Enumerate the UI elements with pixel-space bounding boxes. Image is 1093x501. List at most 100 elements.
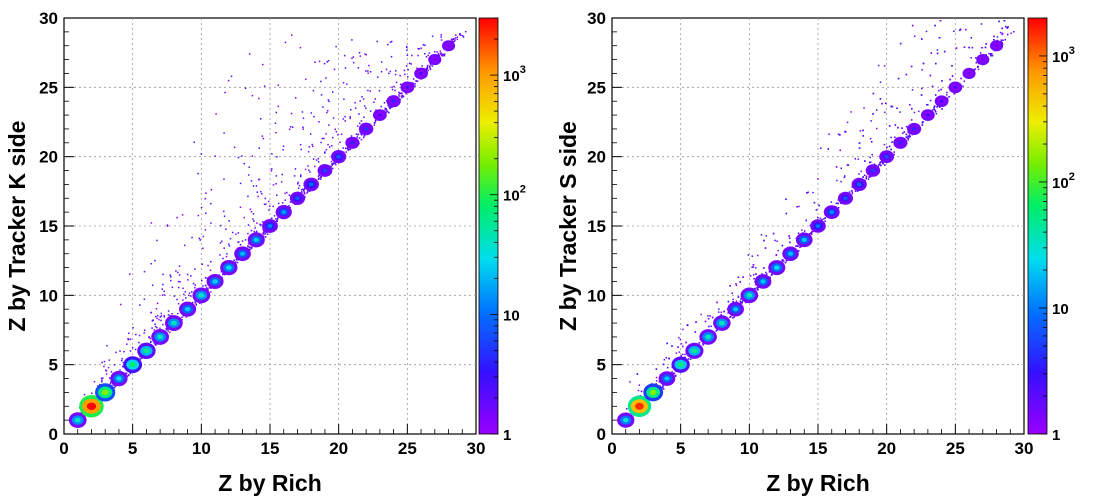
charge-peak (79, 395, 104, 418)
x-tick-label: 15 (809, 439, 828, 458)
heat-point (178, 274, 181, 276)
heat-point (275, 218, 277, 220)
charge-peak (441, 40, 456, 52)
heat-point (899, 111, 901, 113)
heat-point (424, 44, 426, 47)
heat-point (354, 101, 356, 104)
heat-point (119, 369, 121, 371)
heat-point (456, 38, 459, 41)
heat-point (865, 175, 868, 177)
heat-point (261, 192, 263, 195)
heat-point (807, 191, 809, 193)
charge-peak (373, 109, 387, 121)
x-tick-label: 25 (946, 439, 965, 458)
heat-point (733, 316, 735, 318)
heat-point (326, 109, 329, 112)
x-tick-label: 20 (877, 439, 896, 458)
heat-point (788, 237, 791, 239)
y-tick-label: 15 (39, 217, 58, 236)
heat-point (655, 376, 658, 379)
heat-point (913, 35, 916, 38)
heat-point (753, 277, 755, 280)
heat-point (248, 166, 251, 168)
heat-point (872, 113, 874, 115)
heat-point (941, 80, 943, 82)
heat-point (374, 120, 377, 123)
heat-point (155, 308, 158, 310)
heat-point (850, 111, 852, 113)
heat-point (311, 143, 313, 146)
heat-point (202, 247, 204, 250)
heat-point (342, 82, 345, 84)
heat-point (996, 36, 999, 38)
heat-point (291, 34, 293, 36)
heat-point (156, 302, 159, 305)
heat-point (358, 52, 361, 54)
heat-point (872, 92, 875, 95)
heat-point (907, 139, 909, 141)
peak-core (129, 362, 136, 368)
heat-point (201, 263, 204, 265)
heat-point (412, 82, 414, 84)
heat-point (939, 19, 942, 22)
heat-point (839, 134, 841, 136)
colorbar: 1 10 102 103 (478, 17, 526, 444)
heat-point (884, 111, 886, 114)
heat-point (933, 106, 935, 109)
charge-peak (989, 40, 1004, 52)
heat-point (384, 109, 386, 111)
heat-point (262, 231, 265, 233)
heat-point (239, 182, 242, 185)
heat-point (106, 344, 108, 347)
heat-point (340, 133, 343, 136)
heat-point (922, 62, 925, 65)
heat-point (735, 283, 737, 285)
heat-point (134, 348, 137, 351)
heat-point (739, 281, 742, 283)
heat-point (210, 222, 212, 224)
heat-point (414, 85, 416, 87)
heat-point (250, 210, 253, 213)
heat-point (143, 329, 146, 332)
heat-point (427, 69, 430, 72)
heat-point (682, 328, 684, 331)
heat-point (729, 285, 731, 287)
heat-point (391, 86, 393, 88)
heat-point (272, 205, 274, 208)
heat-point (752, 264, 755, 266)
x-tick-label: 10 (740, 439, 759, 458)
heat-point (461, 34, 464, 37)
heat-point (349, 117, 351, 120)
heat-point (223, 215, 226, 217)
heat-point (359, 55, 362, 57)
heat-point (760, 234, 763, 236)
peak-core (691, 348, 698, 354)
colorbar: 1 10 102 103 (1027, 17, 1075, 444)
peak-core (212, 279, 218, 284)
heat-point (234, 261, 237, 263)
colorbar-tick-label: 102 (1052, 171, 1075, 192)
heat-point (241, 240, 244, 242)
heat-point (869, 176, 872, 178)
heat-point (960, 77, 962, 80)
heat-point (252, 185, 255, 187)
charge-peak (658, 371, 676, 386)
heat-point (325, 133, 327, 135)
heat-point (323, 152, 326, 154)
heat-point (214, 155, 216, 157)
heat-point (335, 163, 337, 166)
heat-point (365, 107, 367, 109)
heat-point (259, 223, 261, 226)
heat-point (186, 273, 189, 276)
heat-point (801, 229, 803, 231)
heat-point (253, 220, 255, 222)
heat-point (921, 124, 924, 126)
heat-point (879, 163, 881, 165)
heat-point (765, 271, 767, 274)
heat-point (934, 24, 936, 27)
heat-point (163, 314, 165, 317)
heat-point (282, 145, 285, 148)
heat-point (708, 325, 710, 328)
heat-point (803, 230, 806, 232)
heat-point (151, 320, 154, 322)
